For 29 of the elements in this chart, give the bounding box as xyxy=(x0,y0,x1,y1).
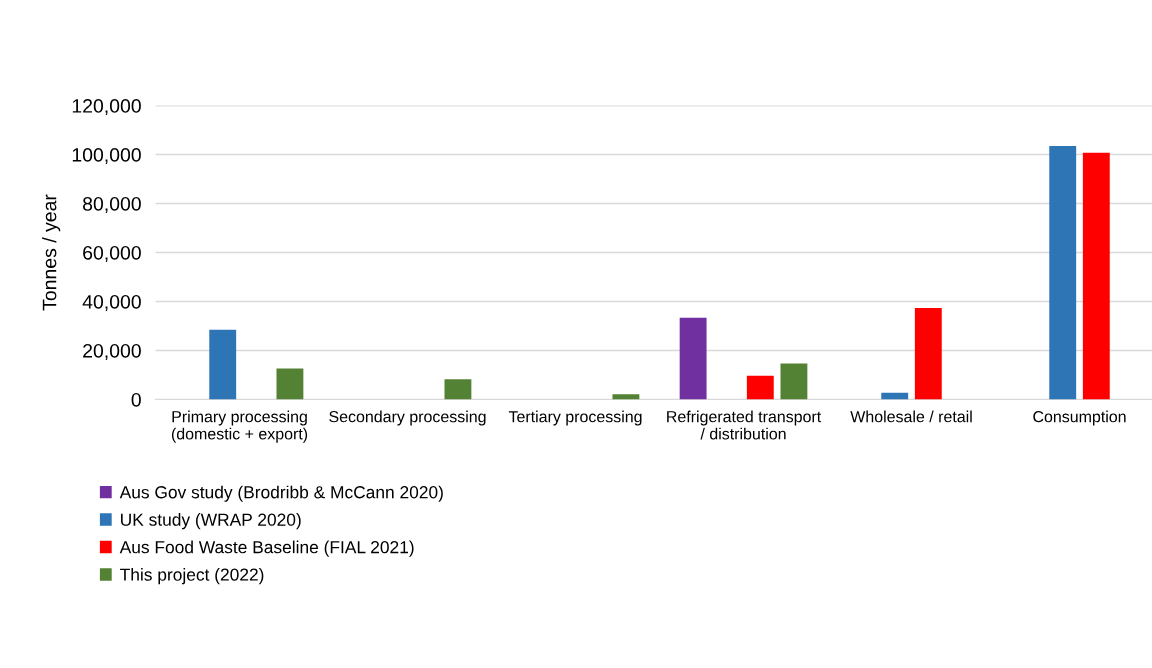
bar xyxy=(1082,152,1110,400)
bar xyxy=(780,363,808,400)
bar xyxy=(881,392,909,400)
bar xyxy=(612,394,640,400)
bar xyxy=(209,329,237,400)
y-tick-label: 0 xyxy=(131,392,141,407)
bar xyxy=(444,379,472,400)
bar xyxy=(1049,145,1077,400)
y-tick-label: 100,000 xyxy=(72,148,141,165)
y-tick-label: 60,000 xyxy=(83,245,141,263)
y-tick-label: 120,000 xyxy=(72,99,141,116)
bar xyxy=(276,368,304,400)
bar xyxy=(914,308,942,400)
y-tick-label: 20,000 xyxy=(83,343,141,361)
x-tick-label: Refrigerated transport / distribution xyxy=(667,410,822,440)
x-tick-label: Consumption xyxy=(1033,410,1126,426)
legend-label: This project (2022) xyxy=(120,568,264,585)
x-tick-label: Secondary processing xyxy=(329,410,486,426)
legend-label: Aus Gov study (Brodribb & McCann 2020) xyxy=(119,485,443,502)
y-tick-label: 40,000 xyxy=(82,294,141,312)
bar xyxy=(746,375,774,400)
x-tick-label: Primary processing (domestic + export) xyxy=(171,410,308,443)
x-tick-label: Tertiary processing xyxy=(508,410,642,426)
legend-label: Aus Food Waste Baseline (FIAL 2021) xyxy=(119,540,414,557)
y-axis-title: Tonnes / year xyxy=(42,194,61,311)
bar xyxy=(679,317,707,400)
y-tick-label: 80,000 xyxy=(83,196,141,214)
x-tick-label: Wholesale / retail xyxy=(850,410,972,423)
legend-label: UK study (WRAP 2020) xyxy=(121,513,301,530)
